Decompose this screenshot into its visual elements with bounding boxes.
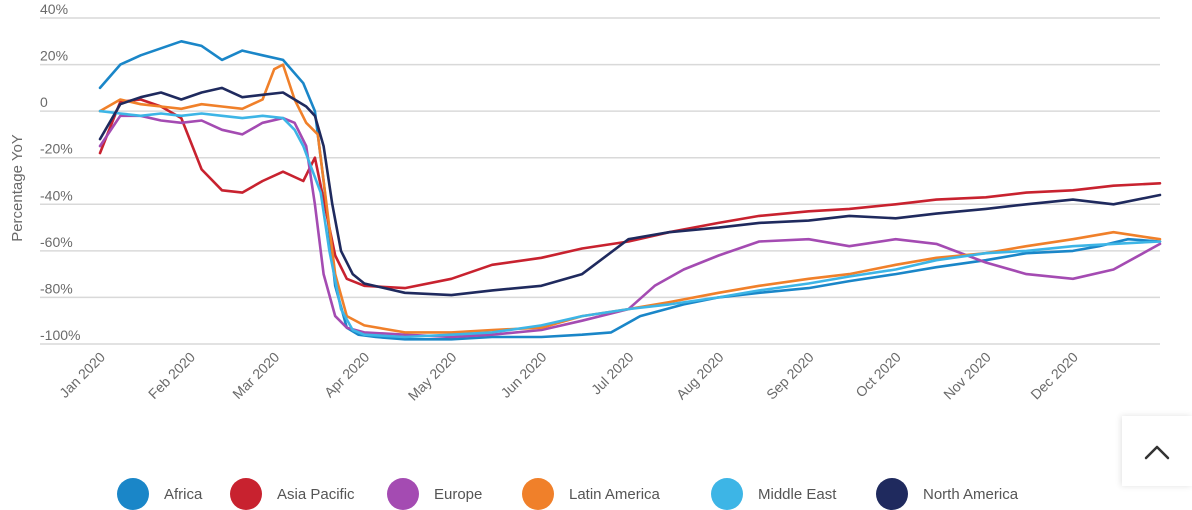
legend-label: North America xyxy=(923,486,1019,503)
legend-marker-circle-icon xyxy=(230,478,262,510)
series-line-north-america xyxy=(98,86,1162,297)
legend-marker-circle-icon xyxy=(876,478,908,510)
x-tick-label: May 2020 xyxy=(405,349,460,404)
y-axis-ticks: 40% 20% 0 -20% -40% -60% -80% -100% xyxy=(40,1,80,343)
x-tick-label: Mar 2020 xyxy=(229,349,282,402)
series-line-asia-pacific xyxy=(98,98,1162,290)
legend-label: Europe xyxy=(434,486,482,503)
y-tick-label: -80% xyxy=(40,280,73,296)
y-tick-label: -20% xyxy=(40,141,73,157)
scroll-to-top-button[interactable] xyxy=(1122,416,1192,486)
y-tick-label: 40% xyxy=(40,1,68,17)
y-tick-label: 20% xyxy=(40,48,68,64)
chevron-up-icon xyxy=(1144,445,1170,460)
x-tick-label: Jul 2020 xyxy=(588,349,637,398)
x-tick-label: Jun 2020 xyxy=(497,349,549,401)
series-line-africa xyxy=(98,39,1162,341)
x-axis-ticks: Jan 2020 Feb 2020 Mar 2020 Apr 2020 May 2020… xyxy=(56,349,1081,404)
y-tick-label: -100% xyxy=(40,327,80,343)
x-tick-label: Feb 2020 xyxy=(145,349,198,402)
x-tick-label: Oct 2020 xyxy=(852,349,904,401)
legend-marker-circle-icon xyxy=(387,478,419,510)
legend-marker-circle-icon xyxy=(522,478,554,510)
y-tick-label: 0 xyxy=(40,94,48,110)
y-tick-label: -40% xyxy=(40,187,73,203)
y-axis-label: Percentage YoY xyxy=(9,134,26,242)
series-line-latin-america xyxy=(98,63,1162,334)
chart-series xyxy=(98,39,1162,341)
x-tick-label: Sep 2020 xyxy=(763,349,817,403)
chart-grid xyxy=(40,17,1160,345)
legend-marker-circle-icon xyxy=(117,478,149,510)
x-tick-label: Nov 2020 xyxy=(940,349,994,403)
x-tick-label: Dec 2020 xyxy=(1027,349,1081,403)
x-tick-label: Jan 2020 xyxy=(56,349,108,401)
legend-label: Africa xyxy=(164,486,203,503)
chart-legend: Africa Asia Pacific Europe Latin America Mid… xyxy=(117,478,1019,510)
x-tick-label: Apr 2020 xyxy=(321,349,373,401)
legend-label: Middle East xyxy=(758,486,837,503)
legend-label: Asia Pacific xyxy=(277,486,355,503)
legend-marker-circle-icon xyxy=(711,478,743,510)
series-line-europe xyxy=(98,114,1162,339)
x-tick-label: Aug 2020 xyxy=(673,349,727,403)
legend-label: Latin America xyxy=(569,486,661,503)
series-line-middle-east xyxy=(98,109,1162,339)
y-tick-label: -60% xyxy=(40,234,73,250)
